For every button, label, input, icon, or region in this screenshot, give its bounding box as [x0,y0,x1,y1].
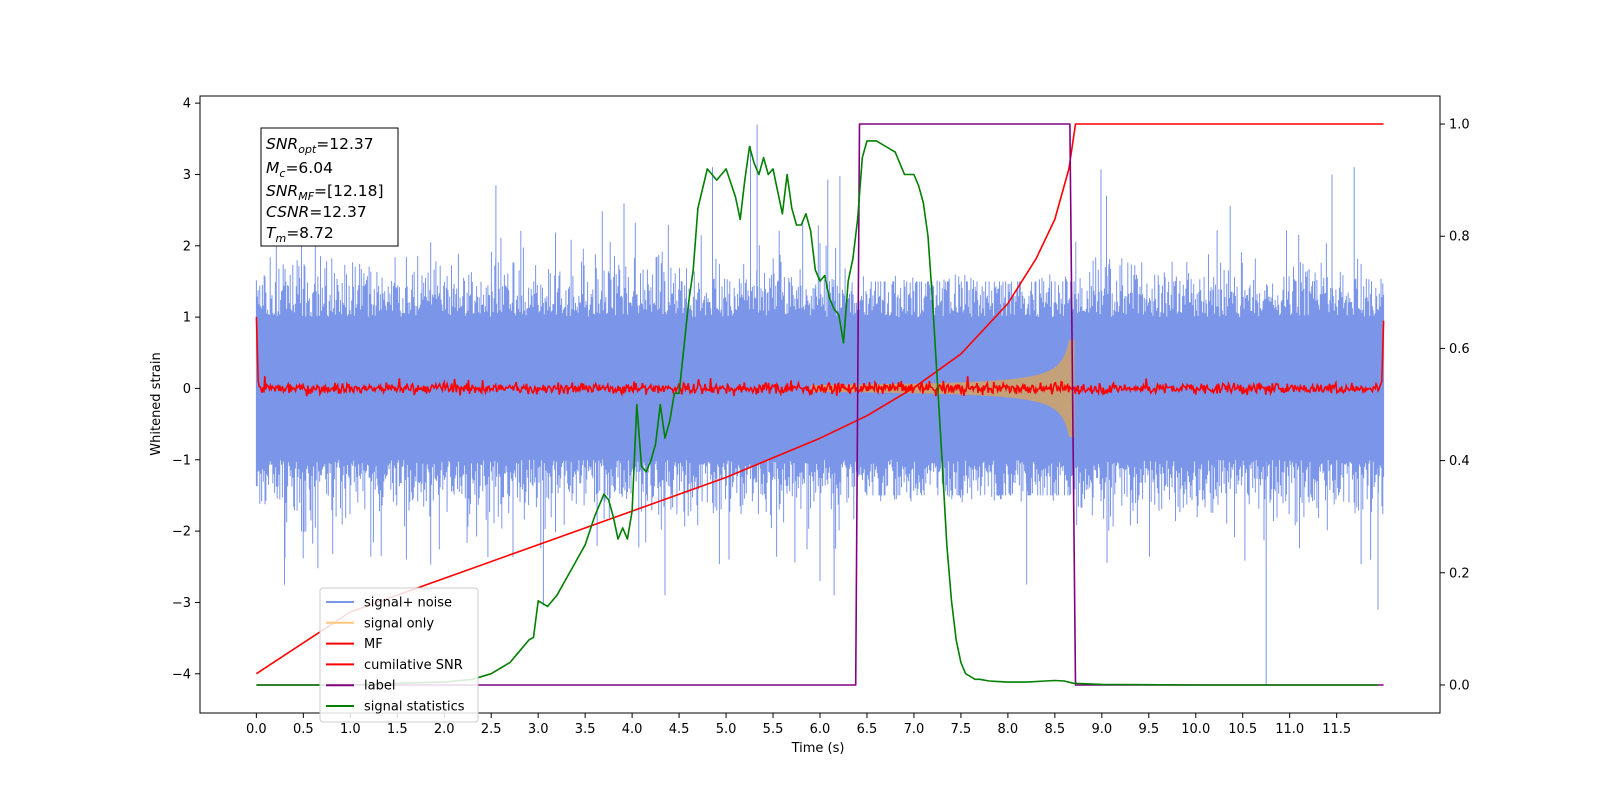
legend-entry: cumilative SNR [364,658,463,673]
y2-tick-label: 1.0 [1449,118,1470,133]
x-tick-label: 10.5 [1228,722,1257,737]
svg-text:SNRopt=12.37: SNRopt=12.37 [266,135,374,156]
info-box: SNRopt=12.37 Mc=6.04 SNRMF=[12.18] CSNR=… [260,127,399,247]
x-tick-label: 3.0 [528,722,549,737]
svg-text:SNRMF=[12.18]: SNRMF=[12.18] [266,182,384,203]
csnr-value: =12.37 [309,203,366,221]
signal-statistics-line [256,140,1378,686]
y-tick-label: 1 [183,311,191,326]
legend-entry: signal only [364,616,434,631]
y-tick-label: −1 [172,453,191,468]
x-tick-label: 2.0 [434,722,455,737]
x-tick-label: 4.0 [622,722,643,737]
cumulative-snr-line [255,123,1384,675]
x-tick-label: 5.5 [763,722,784,737]
y-tick-label: 2 [183,239,191,254]
x-tick-label: 1.0 [340,722,361,737]
x-tick-label: 6.0 [810,722,831,737]
legend-entry: MF [364,637,383,652]
y-axis-label: Whitened strain [149,352,164,455]
x-tick-label: 6.5 [857,722,878,737]
legend-entry: signal statistics [364,700,465,715]
y-tick-label: 4 [183,97,191,112]
tm-value: =8.72 [286,224,334,242]
x-tick-label: 11.0 [1275,722,1304,737]
y-tick-label: −2 [172,525,191,540]
x-axis-label: Time (s) [791,741,845,756]
snr-mf-value: =[12.18] [314,182,383,200]
y2-tick-label: 0.0 [1449,678,1470,693]
mf-trace [255,317,1385,397]
y2-tick-label: 0.2 [1449,566,1470,581]
legend-entry: label [364,679,395,694]
x-tick-label: 7.5 [951,722,972,737]
x-tick-label: 2.5 [481,722,502,737]
x-tick-label: 3.5 [575,722,596,737]
x-tick-label: 10.0 [1181,722,1210,737]
mc-value: =6.04 [285,159,333,177]
svg-text:Tm=8.72: Tm=8.72 [266,224,334,245]
x-tick-label: 9.0 [1091,722,1112,737]
legend: signal+ noise signal only MF cumilative SNR… [319,587,479,723]
x-tick-label: 4.5 [669,722,690,737]
svg-text:Mc=6.04: Mc=6.04 [266,159,333,180]
x-tick-label: 8.5 [1045,722,1066,737]
legend-entry: signal+ noise [364,596,452,611]
y-tick-label: 3 [183,168,191,183]
y-tick-label: −4 [172,667,191,682]
y2-tick-label: 0.6 [1449,342,1470,357]
x-tick-label: 11.5 [1322,722,1351,737]
y2-tick-label: 0.4 [1449,454,1470,469]
svg-text:CSNR=12.37: CSNR=12.37 [266,203,367,221]
x-tick-label: 5.0 [716,722,737,737]
x-tick-label: 8.0 [998,722,1019,737]
x-tick-label: 1.5 [387,722,408,737]
y-tick-label: 0 [183,382,191,397]
x-tick-label: 0.0 [246,722,267,737]
x-tick-label: 7.0 [904,722,925,737]
x-tick-label: 9.5 [1138,722,1159,737]
snr-opt-value: =12.37 [316,135,373,153]
y-tick-label: −3 [172,596,191,611]
y2-tick-label: 0.8 [1449,230,1470,245]
x-tick-label: 0.5 [293,722,314,737]
